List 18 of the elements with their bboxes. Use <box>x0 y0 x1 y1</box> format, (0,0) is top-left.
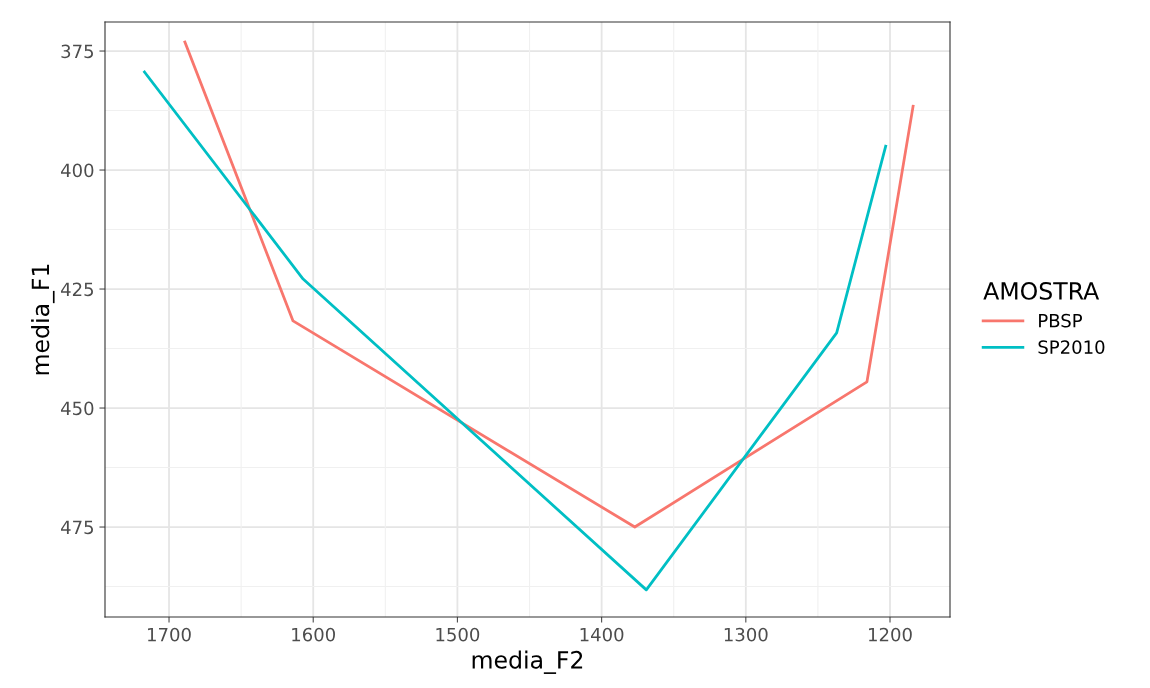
y-axis-title: media_F1 <box>31 264 55 375</box>
x-tick-label: 1200 <box>869 627 912 642</box>
x-tick-label: 1600 <box>292 627 335 642</box>
y-tick-label: 400 <box>61 163 94 178</box>
x-tick-label: 1700 <box>148 627 191 642</box>
y-tick-label: 475 <box>61 520 94 535</box>
line-series <box>183 40 915 529</box>
legend-title: AMOSTRA <box>983 281 1100 300</box>
y-tick-label: 450 <box>61 401 94 416</box>
x-axis-title: media_F2 <box>472 650 583 674</box>
x-tick-label: 1300 <box>724 627 768 642</box>
y-tick-label: 375 <box>61 44 94 59</box>
legend-label: PBSP <box>1039 313 1083 328</box>
x-tick-label: 1400 <box>580 627 624 642</box>
x-tick-label: 1500 <box>436 627 480 642</box>
y-tick-label: 425 <box>61 282 94 297</box>
legend-label: SP2010 <box>1038 340 1105 354</box>
line-series <box>143 70 888 592</box>
